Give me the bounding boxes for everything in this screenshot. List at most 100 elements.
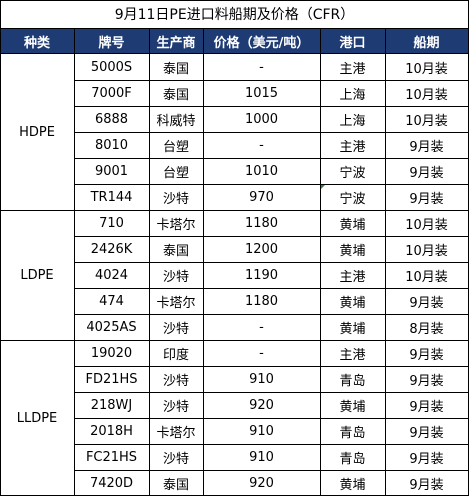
shipment-cell: 9月装 [409, 399, 444, 415]
port-cell: 主港 [339, 347, 366, 363]
row-divider [0, 210, 469, 211]
row-divider [74, 366, 469, 367]
shipment-cell: 9月装 [409, 477, 444, 493]
producer-cell: 台塑 [162, 139, 189, 155]
producer-cell: 沙特 [162, 373, 189, 389]
row-divider [74, 314, 469, 315]
port-cell: 黄埔 [339, 321, 366, 337]
port-cell: 宁波 [339, 165, 366, 181]
header-port: 港口 [320, 28, 385, 54]
column-divider [320, 28, 321, 496]
grade-cell: TR144 [90, 189, 133, 205]
grade-cell: FC21HS [85, 449, 138, 465]
shipment-cell: 9月装 [409, 425, 444, 441]
producer-cell: 泰国 [162, 61, 189, 77]
producer-cell: 沙特 [162, 191, 189, 207]
port-cell: 黄埔 [339, 217, 366, 233]
category-cell: HDPE [19, 124, 55, 140]
border-header [0, 53, 469, 54]
price-cell: 910 [249, 423, 274, 439]
grade-cell: 4025AS [86, 319, 137, 335]
row-divider [74, 470, 469, 471]
border-title [0, 28, 469, 29]
shipment-cell: 9月装 [409, 347, 444, 363]
price-cell: 920 [249, 397, 274, 413]
shipment-cell: 10月装 [405, 87, 448, 103]
grade-cell: 2426K [90, 241, 133, 257]
shipment-cell: 10月装 [405, 217, 448, 233]
header-category: 种类 [0, 28, 74, 54]
border-left [0, 0, 1, 496]
price-cell: - [259, 59, 264, 75]
row-divider [74, 288, 469, 289]
price-cell: - [259, 319, 264, 335]
table-title: 9月11日PE进口料船期及价格（CFR） [114, 7, 355, 23]
producer-cell: 泰国 [162, 87, 189, 103]
producer-cell: 卡塔尔 [156, 425, 196, 441]
header-producer: 生产商 [149, 28, 203, 54]
price-cell: 1000 [244, 111, 279, 127]
price-cell: 910 [249, 449, 274, 465]
producer-cell: 泰国 [162, 243, 189, 259]
grade-cell: 9001 [94, 163, 129, 179]
grade-cell: 7000F [91, 85, 132, 101]
border-top [0, 0, 469, 1]
grade-cell: 19020 [90, 345, 133, 361]
port-cell: 上海 [339, 113, 366, 129]
grade-cell: 4024 [94, 267, 129, 283]
producer-cell: 沙特 [162, 269, 189, 285]
price-cell: 1200 [244, 241, 279, 257]
port-cell: 青岛 [339, 425, 366, 441]
grade-cell: 7420D [89, 475, 134, 491]
row-divider [74, 392, 469, 393]
row-divider [74, 236, 469, 237]
grade-cell: 6888 [94, 111, 129, 127]
category-cell: LDPE [20, 267, 54, 283]
category-cell: LLDPE [16, 410, 58, 426]
price-cell: 1190 [244, 267, 279, 283]
port-cell: 青岛 [339, 373, 366, 389]
column-divider [74, 28, 75, 496]
price-cell: 1180 [244, 293, 279, 309]
price-cell: 1180 [244, 215, 279, 231]
price-cell: 920 [249, 475, 274, 491]
producer-cell: 科威特 [156, 113, 196, 129]
row-divider [0, 340, 469, 341]
price-cell: - [259, 137, 264, 153]
producer-cell: 台塑 [162, 165, 189, 181]
port-cell: 黄埔 [339, 243, 366, 259]
row-divider [74, 444, 469, 445]
port-cell: 黄埔 [339, 399, 366, 415]
producer-cell: 卡塔尔 [156, 217, 196, 233]
grade-cell: 710 [99, 215, 124, 231]
port-cell: 主港 [339, 269, 366, 285]
column-divider [385, 28, 386, 496]
shipment-cell: 9月装 [409, 373, 444, 389]
row-divider [74, 106, 469, 107]
comment-marker-icon [321, 185, 325, 189]
shipment-cell: 10月装 [405, 61, 448, 77]
shipment-cell: 10月装 [405, 243, 448, 259]
header-grade: 牌号 [74, 28, 149, 54]
price-cell: 970 [249, 189, 274, 205]
grade-cell: 2018H [90, 423, 133, 439]
port-cell: 宁波 [339, 191, 366, 207]
shipment-cell: 8月装 [409, 321, 444, 337]
shipment-cell: 9月装 [409, 191, 444, 207]
grade-cell: 5000S [90, 59, 133, 75]
port-cell: 黄埔 [339, 295, 366, 311]
producer-cell: 沙特 [162, 321, 189, 337]
column-divider [203, 28, 204, 496]
shipment-cell: 9月装 [409, 451, 444, 467]
shipment-cell: 10月装 [405, 113, 448, 129]
grade-cell: 218WJ [90, 397, 133, 413]
producer-cell: 卡塔尔 [156, 295, 196, 311]
price-cell: - [259, 345, 264, 361]
row-divider [74, 418, 469, 419]
producer-cell: 印度 [162, 347, 189, 363]
grade-cell: 474 [99, 293, 124, 309]
row-divider [74, 132, 469, 133]
grade-cell: FD21HS [85, 371, 138, 387]
row-divider [74, 262, 469, 263]
